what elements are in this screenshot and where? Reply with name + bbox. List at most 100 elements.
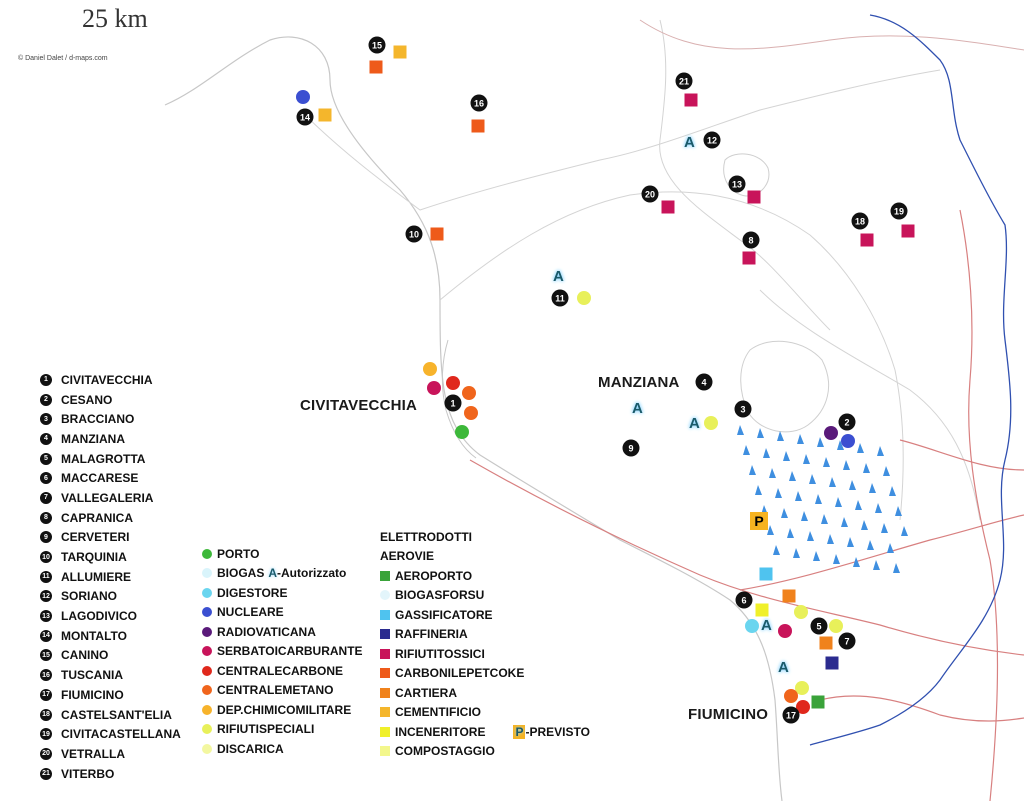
legend-symbol <box>380 570 390 581</box>
authorized-mark: A <box>632 400 643 417</box>
town-name: TARQUINIA <box>61 550 127 565</box>
authorized-mark: A <box>689 415 700 432</box>
marker-nucleare <box>296 90 310 104</box>
marker-rifiutitossici <box>901 224 915 238</box>
authorized-mark: A <box>553 268 564 285</box>
town-name: CIVITACASTELLANA <box>61 727 181 742</box>
town-legend-item: 18 CASTELSANT'ELIA <box>40 705 181 725</box>
airway-marker <box>777 431 784 441</box>
airway-marker <box>749 465 756 475</box>
legend-item: RADIOVATICANA <box>202 622 363 642</box>
town-badge: 1 <box>444 394 462 412</box>
airway-marker <box>821 514 828 524</box>
town-legend-item: 5 MALAGROTTA <box>40 449 181 469</box>
legend-item: CEMENTIFICIO <box>380 703 590 723</box>
town-number-badge: 10 <box>40 551 52 564</box>
lake-vico <box>723 153 770 197</box>
airway-marker <box>787 528 794 538</box>
town-name: VALLEGALERIA <box>61 490 154 505</box>
town-badge-number: 16 <box>474 99 484 109</box>
legend-item: SERBATOICARBURANTE <box>202 642 363 662</box>
town-name: CERVETERI <box>61 530 130 545</box>
legend-label: BIOGASFORSU <box>395 588 485 603</box>
airway-marker <box>895 506 902 516</box>
legend-symbol <box>380 707 390 718</box>
border-line <box>439 191 904 521</box>
lake-bracciano <box>740 340 830 433</box>
town-badge: 5 <box>810 617 828 635</box>
legend-symbol <box>380 668 390 679</box>
town-badge-number: 20 <box>645 190 655 200</box>
label-civitavecchia: CIVITAVECCHIA <box>300 397 418 414</box>
legend-symbol <box>202 646 212 657</box>
airway-marker <box>781 508 788 518</box>
town-legend-item: 10 TARQUINIA <box>40 547 181 567</box>
town-number-badge: 12 <box>40 590 52 603</box>
town-badge: 2 <box>838 413 856 431</box>
marker-dep-chimicomilitare <box>423 362 437 376</box>
marker-centralemetano <box>784 689 798 703</box>
town-name: CAPRANICA <box>61 510 133 525</box>
town-number-badge: 15 <box>40 649 52 662</box>
town-name: MALAGROTTA <box>61 451 146 466</box>
town-number-badge: 21 <box>40 767 52 780</box>
marker-gassificatore <box>759 567 773 581</box>
legend-note: A-Autorizzato <box>268 566 346 580</box>
legend-item: INCENERITORE P -PREVISTO <box>380 722 590 742</box>
town-badge-number: 9 <box>628 444 633 454</box>
town-name: MONTALTO <box>61 628 127 643</box>
legend-label: BIOGAS <box>217 566 265 581</box>
airway-marker <box>793 548 800 558</box>
airway-marker <box>737 425 744 435</box>
marker-radiovaticana <box>824 426 838 440</box>
airway-marker <box>893 563 900 573</box>
town-number-badge: 13 <box>40 610 52 623</box>
airway-marker <box>757 428 764 438</box>
authorized-mark: A <box>778 659 789 676</box>
legend-symbol <box>380 726 390 737</box>
border-line <box>659 19 831 331</box>
town-badge: 4 <box>695 373 713 391</box>
town-number-badge: 14 <box>40 629 52 642</box>
marker-rifiutispeciali <box>829 619 843 633</box>
legend-item: DEP.CHIMICOMILITARE <box>202 700 363 720</box>
town-badge-number: 18 <box>855 217 865 227</box>
legend-categories-right: ELETTRODOTTI AEROVIE AEROPORTO BIOGASFORSU G… <box>380 527 590 761</box>
town-legend-item: 9 CERVETERI <box>40 528 181 548</box>
legend-item: COMPOSTAGGIO <box>380 742 590 762</box>
marker-rifiutitossici <box>684 93 698 107</box>
airway-marker <box>803 454 810 464</box>
town-name: CESANO <box>61 392 113 407</box>
legend-note: P -PREVISTO <box>513 724 590 739</box>
airway-marker <box>775 488 782 498</box>
airway-marker <box>797 434 804 444</box>
airway-marker <box>817 437 824 447</box>
town-legend-item: 20 VETRALLA <box>40 744 181 764</box>
town-number-badge: 20 <box>40 747 52 760</box>
airway-marker <box>743 445 750 455</box>
marker-rifiutitossici <box>747 190 761 204</box>
marker-cartiera <box>782 589 796 603</box>
airway-marker <box>883 466 890 476</box>
town-name: CIVITAVECCHIA <box>61 372 153 387</box>
legend-symbol <box>380 687 390 698</box>
airway-marker <box>889 486 896 496</box>
town-badge: 18 <box>851 212 869 230</box>
town-badge: 20 <box>641 185 659 203</box>
legend-label: ELETTRODOTTI <box>380 529 472 544</box>
town-number-badge: 9 <box>40 531 52 544</box>
marker-rifiutispeciali <box>704 416 718 430</box>
legend-item: CARTIERA <box>380 683 590 703</box>
town-badge: 3 <box>734 400 752 418</box>
marker-carbonilepetcoke <box>471 119 485 133</box>
town-badge-number: 7 <box>844 637 849 647</box>
town-legend-item: 16 TUSCANIA <box>40 665 181 685</box>
airway-marker <box>829 477 836 487</box>
legend-label: INCENERITORE <box>395 724 486 739</box>
marker-serbatoicarburante <box>427 381 441 395</box>
legend-label: CEMENTIFICIO <box>395 705 481 720</box>
legend-item: ELETTRODOTTI <box>380 527 590 547</box>
coastline-inner <box>441 339 477 459</box>
airway-marker <box>887 543 894 553</box>
road <box>469 459 1024 656</box>
